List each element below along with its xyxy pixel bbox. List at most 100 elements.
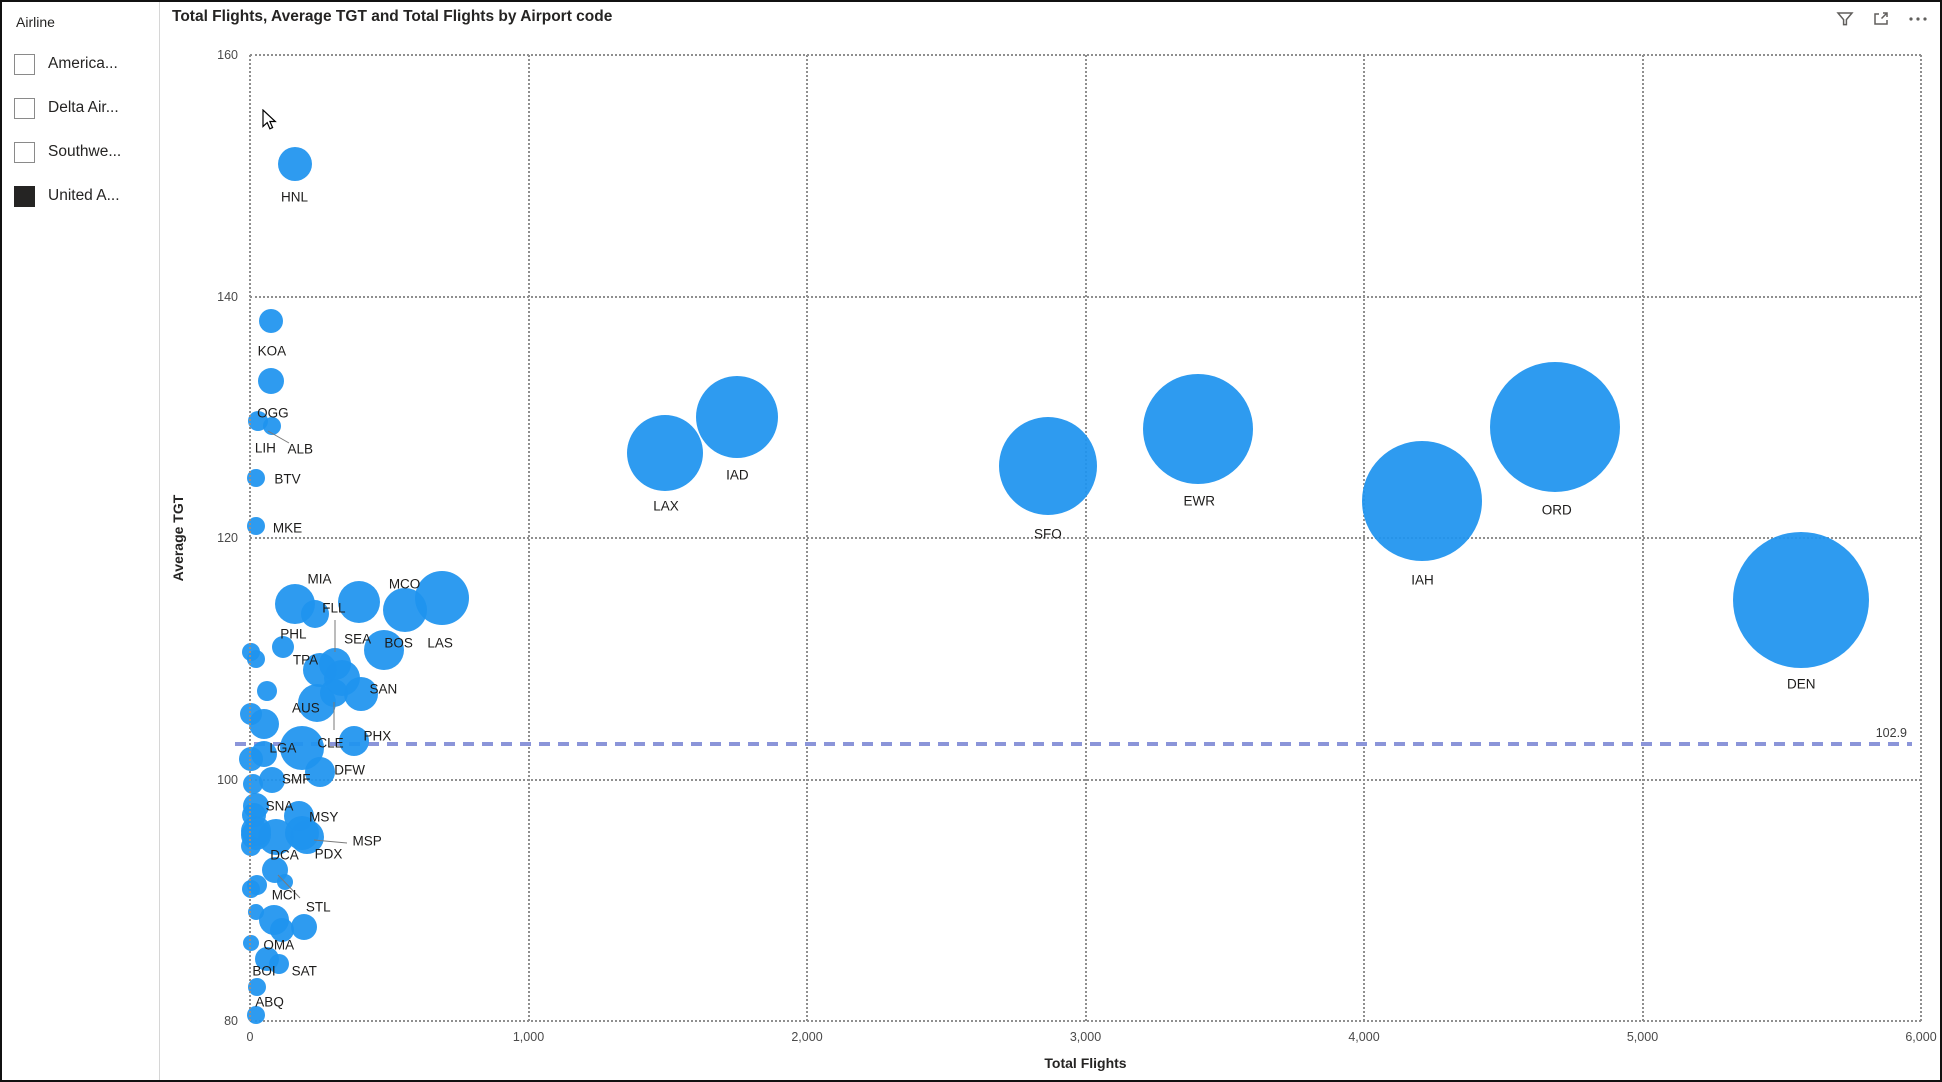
bubble[interactable] — [242, 802, 267, 827]
data-label-msp: MSP — [352, 833, 382, 849]
bubble-btv[interactable] — [246, 468, 265, 487]
bubble-phx[interactable] — [339, 725, 370, 756]
data-label-bos: BOS — [384, 635, 413, 651]
filter-icon[interactable] — [1836, 10, 1854, 28]
data-label-ogg: OGG — [257, 405, 289, 421]
data-label-lga: LGA — [269, 740, 297, 756]
data-label-alb: ALB — [287, 441, 314, 457]
slicer-item-deltaair[interactable]: Delta Air... — [14, 96, 119, 120]
y-tick-label: 80 — [224, 1014, 238, 1028]
data-label-pdx: PDX — [314, 846, 343, 862]
bubble-alb[interactable] — [263, 416, 282, 435]
bubble[interactable] — [301, 600, 330, 629]
visual-title: Total Flights, Average TGT and Total Fli… — [172, 8, 613, 25]
bubble-san[interactable] — [344, 676, 379, 711]
slicer-item-southwe[interactable]: Southwe... — [14, 140, 121, 164]
bubble[interactable] — [241, 835, 262, 856]
bubble-boi[interactable] — [247, 978, 266, 997]
data-label-lax: LAX — [653, 498, 679, 514]
slicer-item-label: Delta Air... — [48, 99, 119, 116]
y-gridline — [250, 1020, 1921, 1022]
bubble[interactable] — [270, 918, 295, 943]
data-label-iah: IAH — [1411, 572, 1434, 588]
slicer-item-label: America... — [48, 55, 118, 72]
more-options-icon[interactable] — [1908, 10, 1928, 28]
y-tick-label: 120 — [217, 531, 238, 545]
bubble-iah[interactable] — [1362, 440, 1483, 561]
bubble-koa[interactable] — [258, 308, 283, 333]
data-label-oma: OMA — [263, 937, 295, 953]
slicer-item-america[interactable]: America... — [14, 52, 118, 76]
data-label-stl: STL — [305, 899, 331, 915]
bubble-sat[interactable] — [269, 954, 290, 975]
bubble-mke[interactable] — [246, 516, 265, 535]
bubble-phl[interactable] — [272, 635, 295, 658]
data-label-den: DEN — [1786, 676, 1816, 692]
data-label-phl: PHL — [280, 626, 307, 642]
average-reference-line — [235, 742, 1912, 747]
data-label-mia: MIA — [307, 571, 332, 587]
bubble-mco[interactable] — [382, 588, 427, 633]
focus-mode-icon[interactable] — [1872, 10, 1890, 28]
bubble-cle[interactable] — [319, 678, 348, 707]
bubble[interactable] — [243, 934, 260, 951]
data-label-boi: BOI — [252, 963, 276, 979]
data-label-lih: LIH — [254, 440, 276, 456]
panel-divider — [159, 2, 160, 1080]
data-label-iad: IAD — [726, 467, 749, 483]
x-gridline — [1920, 55, 1922, 1021]
bubble-msy[interactable] — [283, 800, 314, 831]
bubble-iad[interactable] — [696, 376, 779, 459]
slicer-item-uniteda[interactable]: United A... — [14, 184, 120, 208]
data-label-sfo: SFO — [1034, 526, 1062, 542]
bubble[interactable] — [256, 681, 277, 702]
bubble-sea[interactable] — [337, 580, 380, 623]
bubble[interactable] — [239, 746, 264, 771]
bubble-bos[interactable] — [363, 630, 404, 671]
bubble-ord[interactable] — [1489, 361, 1620, 492]
data-label-mco: MCO — [388, 576, 421, 592]
slicer-item-label: Southwe... — [48, 143, 122, 160]
y-gridline — [250, 537, 1921, 539]
data-label-msy: MSY — [309, 809, 339, 825]
y-tick-label: 160 — [217, 48, 238, 62]
data-label-dca: DCA — [270, 847, 299, 863]
bubble-dfw[interactable] — [304, 757, 335, 788]
bubble-abq[interactable] — [246, 1005, 265, 1024]
data-label-btv: BTV — [274, 471, 301, 487]
x-tick-label: 1,000 — [512, 1030, 545, 1044]
data-label-tpa: TPA — [292, 652, 319, 668]
bubble-stl[interactable] — [291, 913, 318, 940]
data-label-abq: ABQ — [255, 994, 284, 1010]
bubble[interactable] — [242, 642, 261, 661]
checkbox-checked-icon[interactable] — [14, 185, 35, 207]
airline-slicer-panel: Airline America... Delta Air... Southwe...… — [2, 2, 160, 1080]
bubble[interactable] — [247, 904, 264, 921]
bubble-smf[interactable] — [259, 766, 286, 793]
bubble-ewr[interactable] — [1143, 374, 1254, 485]
bubble-fll[interactable] — [318, 647, 351, 680]
slicer-item-label: United A... — [48, 187, 120, 204]
x-tick-label: 2,000 — [791, 1030, 823, 1044]
data-label-hnl: HNL — [281, 189, 309, 205]
y-gridline — [250, 54, 1921, 56]
checkbox-unchecked-icon[interactable] — [14, 53, 35, 75]
checkbox-unchecked-icon[interactable] — [14, 141, 35, 163]
visual-header-toolbar — [1836, 10, 1928, 28]
bubble[interactable] — [240, 703, 263, 726]
data-label-mke: MKE — [272, 520, 303, 536]
y-gridline — [250, 295, 1921, 298]
bubble-sfo[interactable] — [998, 416, 1097, 515]
bubble-hnl[interactable] — [277, 146, 312, 181]
bubble-lax[interactable] — [626, 415, 703, 492]
x-axis-title: Total Flights — [1044, 1055, 1127, 1071]
data-label-san: SAN — [369, 681, 398, 697]
y-tick-label: 100 — [217, 772, 238, 787]
checkbox-unchecked-icon[interactable] — [14, 97, 35, 119]
bubble-den[interactable] — [1733, 531, 1870, 668]
bubble-ogg[interactable] — [257, 368, 284, 395]
bubble[interactable] — [242, 774, 263, 795]
bubble[interactable] — [242, 880, 261, 899]
